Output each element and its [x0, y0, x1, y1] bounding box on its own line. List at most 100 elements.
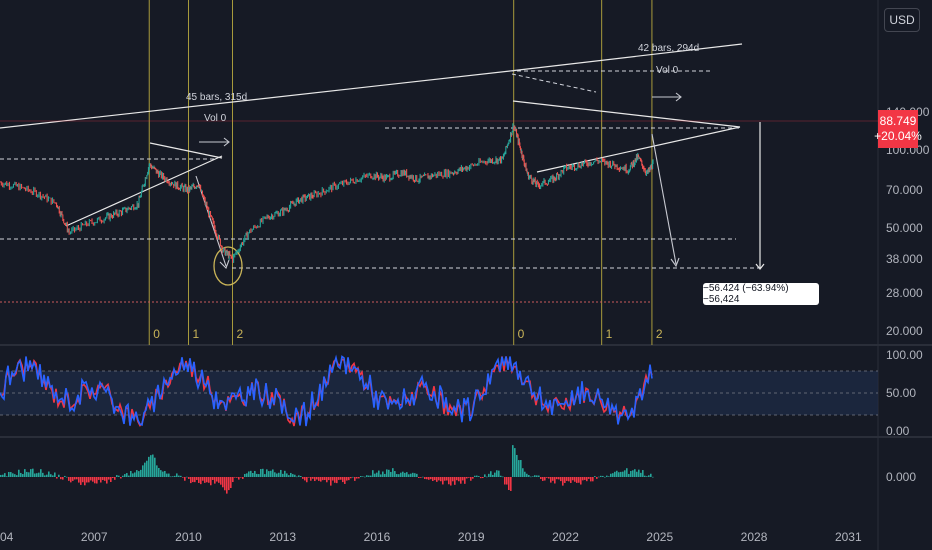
histogram-bar: [254, 470, 256, 477]
histogram-bar: [480, 477, 482, 479]
histogram-bar: [240, 477, 242, 478]
oscillator-axis-tick: 0.00: [886, 424, 910, 438]
histogram-bar: [266, 469, 268, 477]
histogram-bar: [184, 477, 186, 481]
histogram-bar: [130, 471, 132, 477]
histogram-bar: [362, 476, 364, 477]
histogram-bar: [568, 477, 570, 482]
histogram-bar: [40, 469, 42, 477]
histogram-bar: [396, 474, 398, 477]
histogram-bar: [106, 477, 108, 484]
histogram-bar: [500, 475, 502, 477]
histogram-bar: [0, 474, 2, 477]
histogram-bar: [600, 475, 602, 477]
histogram-bar: [610, 473, 612, 477]
histogram-bar: [124, 474, 126, 477]
histogram-bar: [160, 470, 162, 477]
histogram-bar: [606, 475, 608, 477]
histogram-bar: [374, 473, 376, 477]
histogram-bar: [116, 475, 118, 477]
histogram-bar: [148, 456, 150, 477]
histogram-bar: [310, 477, 312, 481]
histogram-bar: [248, 471, 250, 477]
price-axis-tick: 38.000: [886, 252, 923, 266]
histogram-bar: [354, 477, 356, 481]
measure-tooltip[interactable]: −56.424 (−63.94%) −56,424: [703, 283, 819, 305]
histogram-bar: [532, 476, 534, 477]
histogram-bar: [548, 477, 550, 479]
histogram-bar: [558, 477, 560, 480]
histogram-bar: [634, 469, 636, 477]
histogram-bar: [586, 477, 588, 482]
histogram-bar: [316, 477, 318, 480]
time-axis-tick: 2010: [175, 530, 202, 544]
histogram-bar: [544, 477, 546, 481]
histogram-bar: [388, 469, 390, 477]
histogram-bar: [158, 467, 160, 477]
histogram-bar: [584, 477, 586, 480]
histogram-bar: [342, 477, 344, 483]
price-change-percent: +20.04%: [874, 129, 922, 143]
time-axis-tick: 2013: [269, 530, 296, 544]
trendline-drawings[interactable]: [0, 43, 765, 270]
histogram-bar: [632, 470, 634, 477]
measure-arrowhead: [755, 263, 765, 270]
histogram-bar: [576, 477, 578, 483]
horizontal-levels[interactable]: [0, 70, 760, 269]
histogram-bar: [418, 477, 420, 478]
histogram-bar: [458, 477, 460, 482]
histogram-bar: [406, 472, 408, 477]
histogram-bar: [472, 477, 474, 479]
triangle-upper-left: [149, 142, 223, 159]
histogram-bar: [514, 448, 516, 477]
histogram-bar: [510, 477, 512, 491]
histogram-bar: [56, 477, 58, 479]
histogram-bar: [504, 477, 506, 485]
histogram-bar: [340, 477, 342, 480]
histogram-bar: [48, 471, 50, 477]
histogram-bar: [332, 477, 334, 481]
histogram-bar: [98, 477, 100, 480]
highlight-circle[interactable]: [213, 246, 243, 286]
histogram-bar: [486, 476, 488, 478]
histogram-bar: [348, 477, 350, 481]
histogram-bar: [382, 471, 384, 477]
histogram-bar: [360, 476, 362, 477]
histogram-bar: [204, 477, 206, 483]
histogram-bar: [636, 471, 638, 477]
histogram-bar: [574, 477, 576, 482]
cycle-label: 2: [656, 327, 663, 341]
histogram-bar: [534, 475, 536, 477]
histogram-bar: [524, 471, 526, 477]
histogram-bar: [454, 477, 456, 485]
histogram-bar: [322, 477, 324, 481]
histogram-bar: [522, 468, 524, 477]
histogram-bar: [188, 477, 190, 479]
projection-arrows[interactable]: [195, 92, 682, 269]
histogram-bar: [66, 476, 68, 478]
histogram-bar: [436, 477, 438, 482]
price-axis-tick: 70.000: [886, 183, 923, 197]
histogram-bar: [30, 469, 32, 477]
currency-button[interactable]: USD: [884, 8, 920, 32]
histogram-bar: [166, 473, 168, 477]
histogram-bar: [210, 477, 212, 486]
histogram-bar: [518, 460, 520, 477]
histogram-bar: [32, 468, 34, 477]
histogram-bar: [502, 476, 504, 478]
histogram-bar: [178, 475, 180, 477]
histogram-bar: [408, 474, 410, 477]
histogram-bar: [448, 477, 450, 485]
histogram-bar: [72, 477, 74, 481]
histogram-bar: [394, 471, 396, 477]
histogram-bar: [138, 471, 140, 477]
histogram-bar: [122, 475, 124, 477]
histogram-bar: [198, 477, 200, 483]
histogram-bar: [96, 477, 98, 484]
histogram-bar: [12, 473, 14, 477]
last-price-tag: 88.749 +20.04%: [874, 110, 922, 148]
histogram-bar: [324, 477, 326, 481]
histogram-bar: [232, 477, 234, 483]
histogram-bar: [512, 445, 514, 477]
